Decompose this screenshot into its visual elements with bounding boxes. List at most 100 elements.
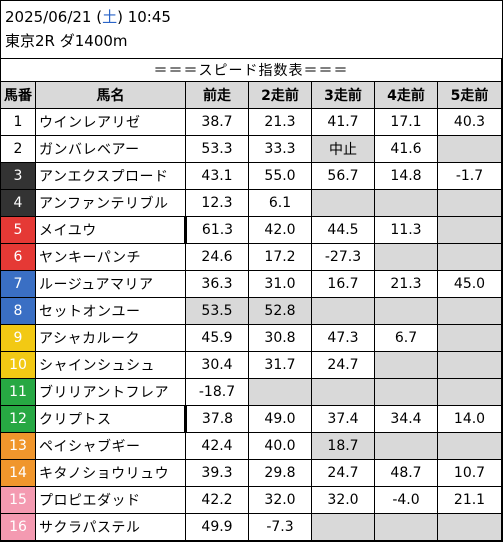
horse-number: 11 [0, 378, 36, 406]
table-row: 16 サクラパステル 49.9 -7.3 [0, 513, 502, 541]
speed-index-cell: 42.4 [185, 432, 249, 460]
speed-index-cell: 17.1 [374, 108, 438, 136]
column-header-row: 馬番 馬名 前走 2走前 3走前 4走前 5走前 [0, 81, 502, 109]
speed-index-cell: 53.3 [185, 135, 249, 163]
speed-index-cell: 48.7 [374, 459, 438, 487]
speed-index-cell: 6.7 [374, 324, 438, 352]
speed-index-cell: 21.3 [248, 108, 312, 136]
speed-index-cell [437, 513, 502, 541]
horse-number: 9 [0, 324, 36, 352]
speed-index-cell [374, 351, 438, 379]
speed-index-cell: 24.7 [311, 351, 375, 379]
speed-index-cell: 24.6 [185, 243, 249, 271]
speed-index-table: ＝＝＝スピード指数表＝＝＝ 馬番 馬名 前走 2走前 3走前 4走前 5走前 1… [0, 58, 502, 541]
speed-index-cell: 43.1 [185, 162, 249, 190]
speed-index-cell [437, 216, 502, 244]
speed-index-cell: 38.7 [185, 108, 249, 136]
race-day-of-week: 土 [102, 8, 118, 26]
speed-index-cell: 11.3 [374, 216, 438, 244]
speed-index-cell: -7.3 [248, 513, 312, 541]
horse-number: 3 [0, 162, 36, 190]
horse-name: ブリリアントフレア [35, 378, 186, 406]
speed-index-cell [248, 378, 312, 406]
speed-index-cell [311, 513, 375, 541]
table-row: 6 ヤンキーパンチ 24.6 17.2 -27.3 [0, 243, 502, 271]
speed-index-cell [437, 189, 502, 217]
speed-index-cell: 36.3 [185, 270, 249, 298]
speed-index-cell: 45.9 [185, 324, 249, 352]
speed-index-cell [374, 243, 438, 271]
table-row: 14 キタノショウリュウ 39.3 29.8 24.7 48.7 10.7 [0, 459, 502, 487]
table-row: 4 アンファンテリブル 12.3 6.1 [0, 189, 502, 217]
speed-index-cell: 44.5 [311, 216, 375, 244]
horse-name: サクラパステル [35, 513, 186, 541]
speed-index-cell: -4.0 [374, 486, 438, 514]
horse-name: ウインレアリゼ [35, 108, 186, 136]
speed-index-cell: 18.7 [311, 432, 375, 460]
speed-index-cell: 31.7 [248, 351, 312, 379]
speed-index-cell: 37.8 [184, 405, 249, 433]
speed-index-cell [437, 243, 502, 271]
horse-name: ヤンキーパンチ [35, 243, 186, 271]
speed-index-cell: 49.0 [248, 405, 312, 433]
table-row: 1 ウインレアリゼ 38.7 21.3 41.7 17.1 40.3 [0, 108, 502, 136]
col-header-5th-last: 5走前 [437, 81, 502, 109]
table-row: 3 アンエクスプロード 43.1 55.0 56.7 14.8 -1.7 [0, 162, 502, 190]
table-row: 2 ガンバレベアー 53.3 33.3 中止 41.6 [0, 135, 502, 163]
horse-number: 2 [0, 135, 36, 163]
table-row: 9 アシャカルーク 45.9 30.8 47.3 6.7 [0, 324, 502, 352]
horse-name: シャインシュシュ [35, 351, 186, 379]
speed-index-cell: 42.0 [248, 216, 312, 244]
horse-name: クリプトス [35, 405, 186, 433]
table-title: ＝＝＝スピード指数表＝＝＝ [0, 58, 502, 82]
table-title-row: ＝＝＝スピード指数表＝＝＝ [0, 58, 502, 82]
speed-index-cell [437, 378, 502, 406]
speed-index-cell: 32.0 [311, 486, 375, 514]
horse-number: 14 [0, 459, 36, 487]
speed-index-cell: -27.3 [311, 243, 375, 271]
table-row: 7 ルージュアマリア 36.3 31.0 16.7 21.3 45.0 [0, 270, 502, 298]
horse-number: 13 [0, 432, 36, 460]
speed-index-cell: 55.0 [248, 162, 312, 190]
speed-index-cell [437, 135, 502, 163]
col-header-last: 前走 [185, 81, 249, 109]
speed-index-cell: 21.3 [374, 270, 438, 298]
speed-index-cell [437, 432, 502, 460]
horse-name: ペイシャブギー [35, 432, 186, 460]
race-time: ) 10:45 [117, 8, 171, 26]
race-name: 東京2R ダ1400m [5, 32, 128, 50]
horse-number: 7 [0, 270, 36, 298]
speed-index-cell: 24.7 [311, 459, 375, 487]
speed-index-cell: -18.7 [185, 378, 249, 406]
speed-index-cell [437, 324, 502, 352]
speed-index-cell: 29.8 [248, 459, 312, 487]
speed-index-cell [374, 297, 438, 325]
horse-number: 1 [0, 108, 36, 136]
speed-index-cell: 47.3 [311, 324, 375, 352]
table-row: 11 ブリリアントフレア -18.7 [0, 378, 502, 406]
race-date: 2025/06/21 ( [5, 8, 103, 26]
speed-index-cell: 17.2 [248, 243, 312, 271]
speed-index-cell: 33.3 [248, 135, 312, 163]
speed-index-cell: 53.5 [185, 297, 249, 325]
speed-index-cell: 39.3 [185, 459, 249, 487]
col-header-4th-last: 4走前 [374, 81, 438, 109]
col-header-2nd-last: 2走前 [248, 81, 312, 109]
speed-index-cell: 42.2 [185, 486, 249, 514]
speed-index-cell [437, 297, 502, 325]
speed-index-cell: 16.7 [311, 270, 375, 298]
speed-index-cell: 31.0 [248, 270, 312, 298]
speed-index-cell [374, 189, 438, 217]
horse-name: セットオンユー [35, 297, 186, 325]
speed-index-cell: 14.8 [374, 162, 438, 190]
speed-index-cell: 6.1 [248, 189, 312, 217]
horse-name: メイユウ [35, 216, 186, 244]
speed-index-cell: 52.8 [248, 297, 312, 325]
table-row: 12 クリプトス 37.8 49.0 37.4 34.4 14.0 [0, 405, 502, 433]
table-row: 8 セットオンユー 53.5 52.8 [0, 297, 502, 325]
speed-index-cell: 21.1 [437, 486, 502, 514]
speed-index-cell [311, 189, 375, 217]
speed-index-cell: 40.0 [248, 432, 312, 460]
speed-index-cell: 14.0 [437, 405, 502, 433]
table-row: 10 シャインシュシュ 30.4 31.7 24.7 [0, 351, 502, 379]
